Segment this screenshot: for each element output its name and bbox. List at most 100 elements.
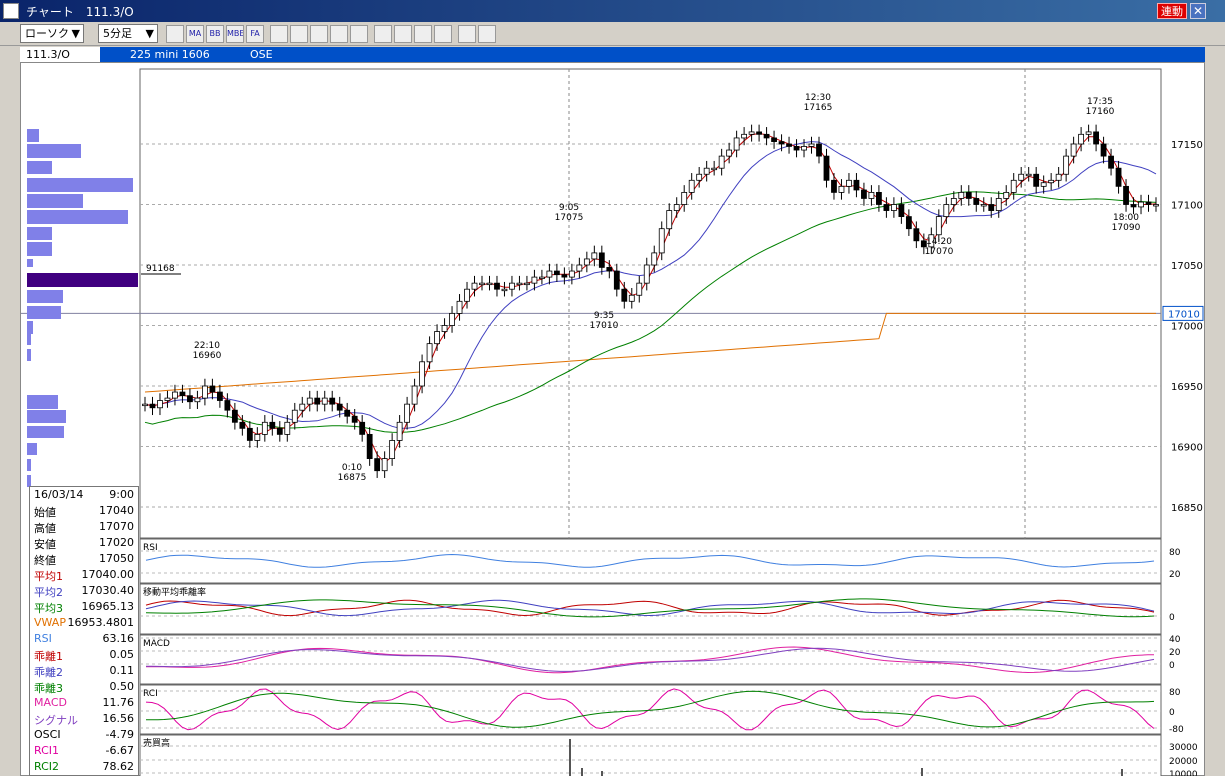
- data-row: 高値 17070: [30, 519, 138, 535]
- symbol-tab[interactable]: 111.3/O: [20, 47, 100, 62]
- rsi-panel-frame: [139, 538, 1162, 584]
- exchange-label: OSE: [250, 48, 273, 61]
- chart-canvas[interactable]: 17150 17100 17050 17000 16950 16900 16850 17010…: [21, 63, 1206, 776]
- data-row: MACD 11.76: [30, 695, 138, 711]
- eraser-icon[interactable]: [434, 25, 452, 43]
- zoom-icon[interactable]: [330, 25, 348, 43]
- volume-profile-bar: [27, 443, 37, 455]
- info-bar: 111.3/O 225 mini 1606 OSE: [20, 47, 1205, 62]
- volume-profile-bar: [27, 161, 52, 174]
- volume-profile-bar: [27, 410, 66, 423]
- candle-body: [471, 282, 478, 290]
- crosshair-icon[interactable]: [310, 25, 328, 43]
- candle-body: [1048, 179, 1055, 184]
- rci-tick-label: -80: [1169, 725, 1184, 735]
- chart-style-icon[interactable]: [166, 25, 184, 43]
- candle-body: [261, 421, 268, 435]
- data-label: 始値: [34, 506, 56, 519]
- volume-profile-bar: [27, 290, 63, 303]
- volume-profile-peak-label: 91168: [146, 264, 175, 274]
- candle-body: [216, 391, 223, 401]
- reset-icon[interactable]: [478, 25, 496, 43]
- chart-type-value: ローソク: [25, 27, 69, 40]
- candle-body: [479, 282, 485, 286]
- ma3-line: [144, 191, 1157, 433]
- annotation-time: 9:05: [559, 203, 579, 213]
- candle-body: [546, 270, 553, 278]
- rsi-tick-label: 20: [1169, 570, 1181, 580]
- vwap-line: [144, 312, 1156, 393]
- annotation-price: 17070: [925, 247, 954, 257]
- volume-profile-bar: [27, 210, 128, 224]
- macd-tick-label: 20: [1169, 648, 1181, 658]
- candle-body: [636, 282, 643, 296]
- pencil-icon[interactable]: [394, 25, 412, 43]
- chart-area[interactable]: 17150 17100 17050 17000 16950 16900 16850 17010…: [20, 62, 1205, 776]
- candle-body: [861, 189, 867, 199]
- candle-body: [576, 264, 583, 272]
- draw-line-icon[interactable]: [374, 25, 392, 43]
- candle-body: [1003, 191, 1010, 199]
- data-label: VWAP: [34, 616, 66, 629]
- deviation-panel-label: 移動平均乖離率: [143, 586, 206, 598]
- data-label: 終値: [34, 554, 56, 567]
- settings-icon[interactable]: [458, 25, 476, 43]
- fa-icon[interactable]: FA: [246, 25, 264, 43]
- compare-icon[interactable]: [290, 25, 308, 43]
- candle-body: [666, 210, 673, 230]
- rsi-line: [145, 553, 1155, 568]
- candle-body: [187, 395, 193, 403]
- datetime-time: 9:00: [109, 488, 134, 501]
- line-icon[interactable]: [270, 25, 288, 43]
- bb-icon[interactable]: BB: [206, 25, 224, 43]
- mbe-icon[interactable]: MBE: [226, 25, 244, 43]
- annotation-price: 16960: [193, 351, 222, 361]
- cursor-icon[interactable]: [414, 25, 432, 43]
- candle-body: [1123, 185, 1129, 205]
- ma-icon[interactable]: MA: [186, 25, 204, 43]
- contract-label: 225 mini 1606: [130, 48, 210, 61]
- title-bar[interactable]: チャート 111.3/O 連動 ✕: [0, 0, 1225, 22]
- candle-body: [299, 403, 306, 411]
- candle-body: [329, 397, 336, 405]
- candle-body: [980, 204, 987, 207]
- annotation-price: 17160: [1086, 107, 1115, 117]
- candle-body: [434, 331, 440, 345]
- candle-body: [696, 173, 703, 181]
- candle-body: [374, 458, 381, 472]
- candle-body: [591, 252, 598, 260]
- volume-profile-bar: [27, 349, 31, 361]
- ma1-line: [144, 132, 1157, 464]
- candle-body: [1138, 201, 1144, 208]
- annotation-price: 16875: [338, 473, 367, 483]
- volume-profile-bar: [27, 333, 31, 345]
- chart-type-dropdown[interactable]: ローソク ▼: [20, 24, 84, 43]
- data-value: 16.56: [102, 712, 135, 725]
- data-value: 0.50: [109, 680, 135, 693]
- print-icon[interactable]: [350, 25, 368, 43]
- candle-body: [726, 149, 733, 157]
- candle-body: [643, 264, 650, 284]
- price-tick-label: 16900: [1171, 443, 1203, 454]
- candle-body: [314, 397, 321, 405]
- link-button[interactable]: 連動: [1157, 3, 1187, 19]
- candle-body: [853, 179, 860, 191]
- candle-body: [194, 397, 201, 403]
- interval-dropdown[interactable]: 5分足 ▼: [98, 24, 158, 43]
- candle-body: [958, 191, 965, 199]
- candle-body: [404, 403, 411, 423]
- candle-body: [449, 312, 455, 326]
- rsi-tick-label: 80: [1169, 548, 1181, 558]
- candle-body: [509, 282, 515, 290]
- candle-body: [381, 458, 388, 472]
- close-icon[interactable]: ✕: [1190, 3, 1206, 19]
- volume-profile-bar: [27, 144, 81, 158]
- candle-body: [598, 252, 605, 268]
- chevron-down-icon: ▼: [145, 27, 154, 40]
- candle-body: [890, 204, 897, 211]
- rci1-line: [145, 688, 1155, 731]
- price-tick-label: 17100: [1171, 201, 1203, 212]
- deviation-tick-label: 0: [1169, 613, 1175, 623]
- candle-body: [905, 216, 912, 230]
- candle-body: [366, 433, 373, 459]
